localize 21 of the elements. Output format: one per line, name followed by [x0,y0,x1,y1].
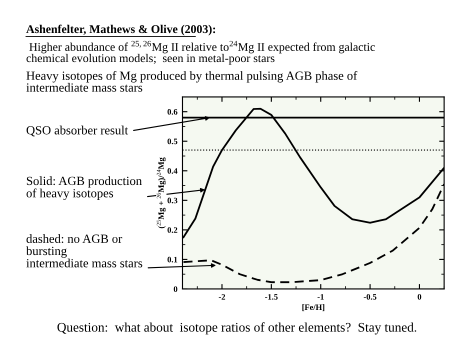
chart-subtitle: Higher abundance of $^{25,26}$Mg II relative to$^{24}$Mg II expected from galactic chemical evolution models; seen in metal-poor stars [26,40,375,65]
y-tick-label: 0.4 [168,168,178,174]
x-tick-label: -1.5 [265,294,278,300]
y-tick-label: 0.6 [168,109,178,115]
y-tick-label: 0.3 [168,198,178,204]
y-tick-label: 0 [174,286,178,292]
annotation: Solid: AGB production of heavy isotopes [26,176,142,200]
x-axis-title: [Fe/H] [302,304,324,312]
y-tick-label: 0.5 [168,138,178,144]
annotation: dashed: no AGB or bursting intermediate mass stars [26,234,142,268]
y-tick-label: 0.2 [168,227,178,233]
x-tick-label: 0 [418,294,422,300]
text: Question: what about isotope ratios of other elements? Stay tuned. [57,322,416,334]
x-tick-label: -2 [218,294,226,300]
annotation: QSO absorber result [26,126,128,136]
x-tick-label: -0.5 [364,294,376,300]
chart-title: Ashenfelter, Mathews & Olive (2003): [26,24,216,36]
text: Heavy isotopes of Mg produced by thermal pulsing AGB phase of intermediate mass stars [26,71,358,92]
y-axis-title: ($^{25}$Mg + $^{26}$Mg)/$^{24}$Mg [156,157,166,228]
x-tick-label: -1 [318,294,324,300]
y-tick-label: 0.1 [168,256,178,262]
